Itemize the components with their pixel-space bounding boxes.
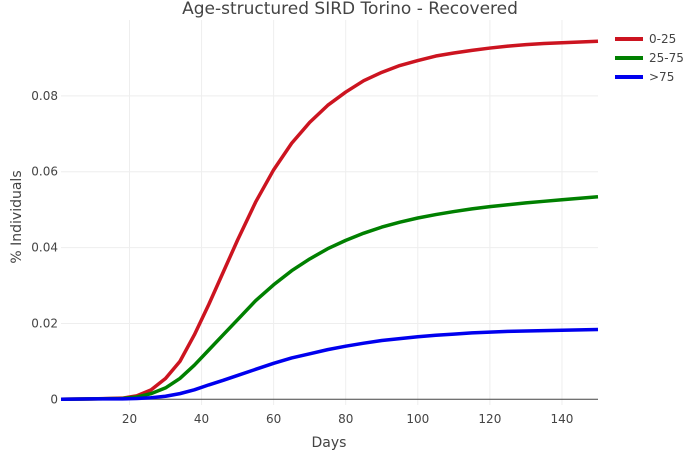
tick-labels: 20 40 60 80 100 120 140 0 0.02 0.04 0.06 0.08 [31, 89, 573, 426]
series-line [60, 327, 599, 402]
legend-label: 0-25 [649, 32, 676, 46]
legend[interactable]: 0-25 25-75 >75 [615, 32, 684, 84]
legend-item[interactable]: >75 [615, 70, 674, 84]
x-tick-label: 120 [478, 412, 501, 426]
y-tick-label: 0 [50, 392, 58, 406]
y-tick-label: 0.04 [31, 241, 58, 255]
x-tick-label: 80 [338, 412, 353, 426]
y-axis-label: % Individuals [9, 170, 25, 263]
legend-item[interactable]: 0-25 [615, 32, 676, 46]
x-axis-label: Days [312, 435, 347, 450]
x-tick-label: 40 [194, 412, 209, 426]
series-line [60, 39, 599, 402]
y-tick-label: 0.06 [31, 165, 58, 179]
chart-title: Age-structured SIRD Torino - Recovered [182, 0, 518, 19]
legend-item[interactable]: 25-75 [615, 51, 684, 65]
y-tick-label: 0.08 [31, 89, 58, 103]
x-tick-label: 20 [122, 412, 137, 426]
plot-area [60, 39, 599, 402]
y-tick-label: 0.02 [31, 316, 58, 330]
x-tick-label: 140 [551, 412, 574, 426]
series-line [60, 195, 599, 402]
x-tick-label: 100 [406, 412, 429, 426]
legend-label: 25-75 [649, 51, 684, 65]
legend-label: >75 [649, 70, 674, 84]
x-tick-label: 60 [266, 412, 281, 426]
grid [61, 20, 598, 405]
